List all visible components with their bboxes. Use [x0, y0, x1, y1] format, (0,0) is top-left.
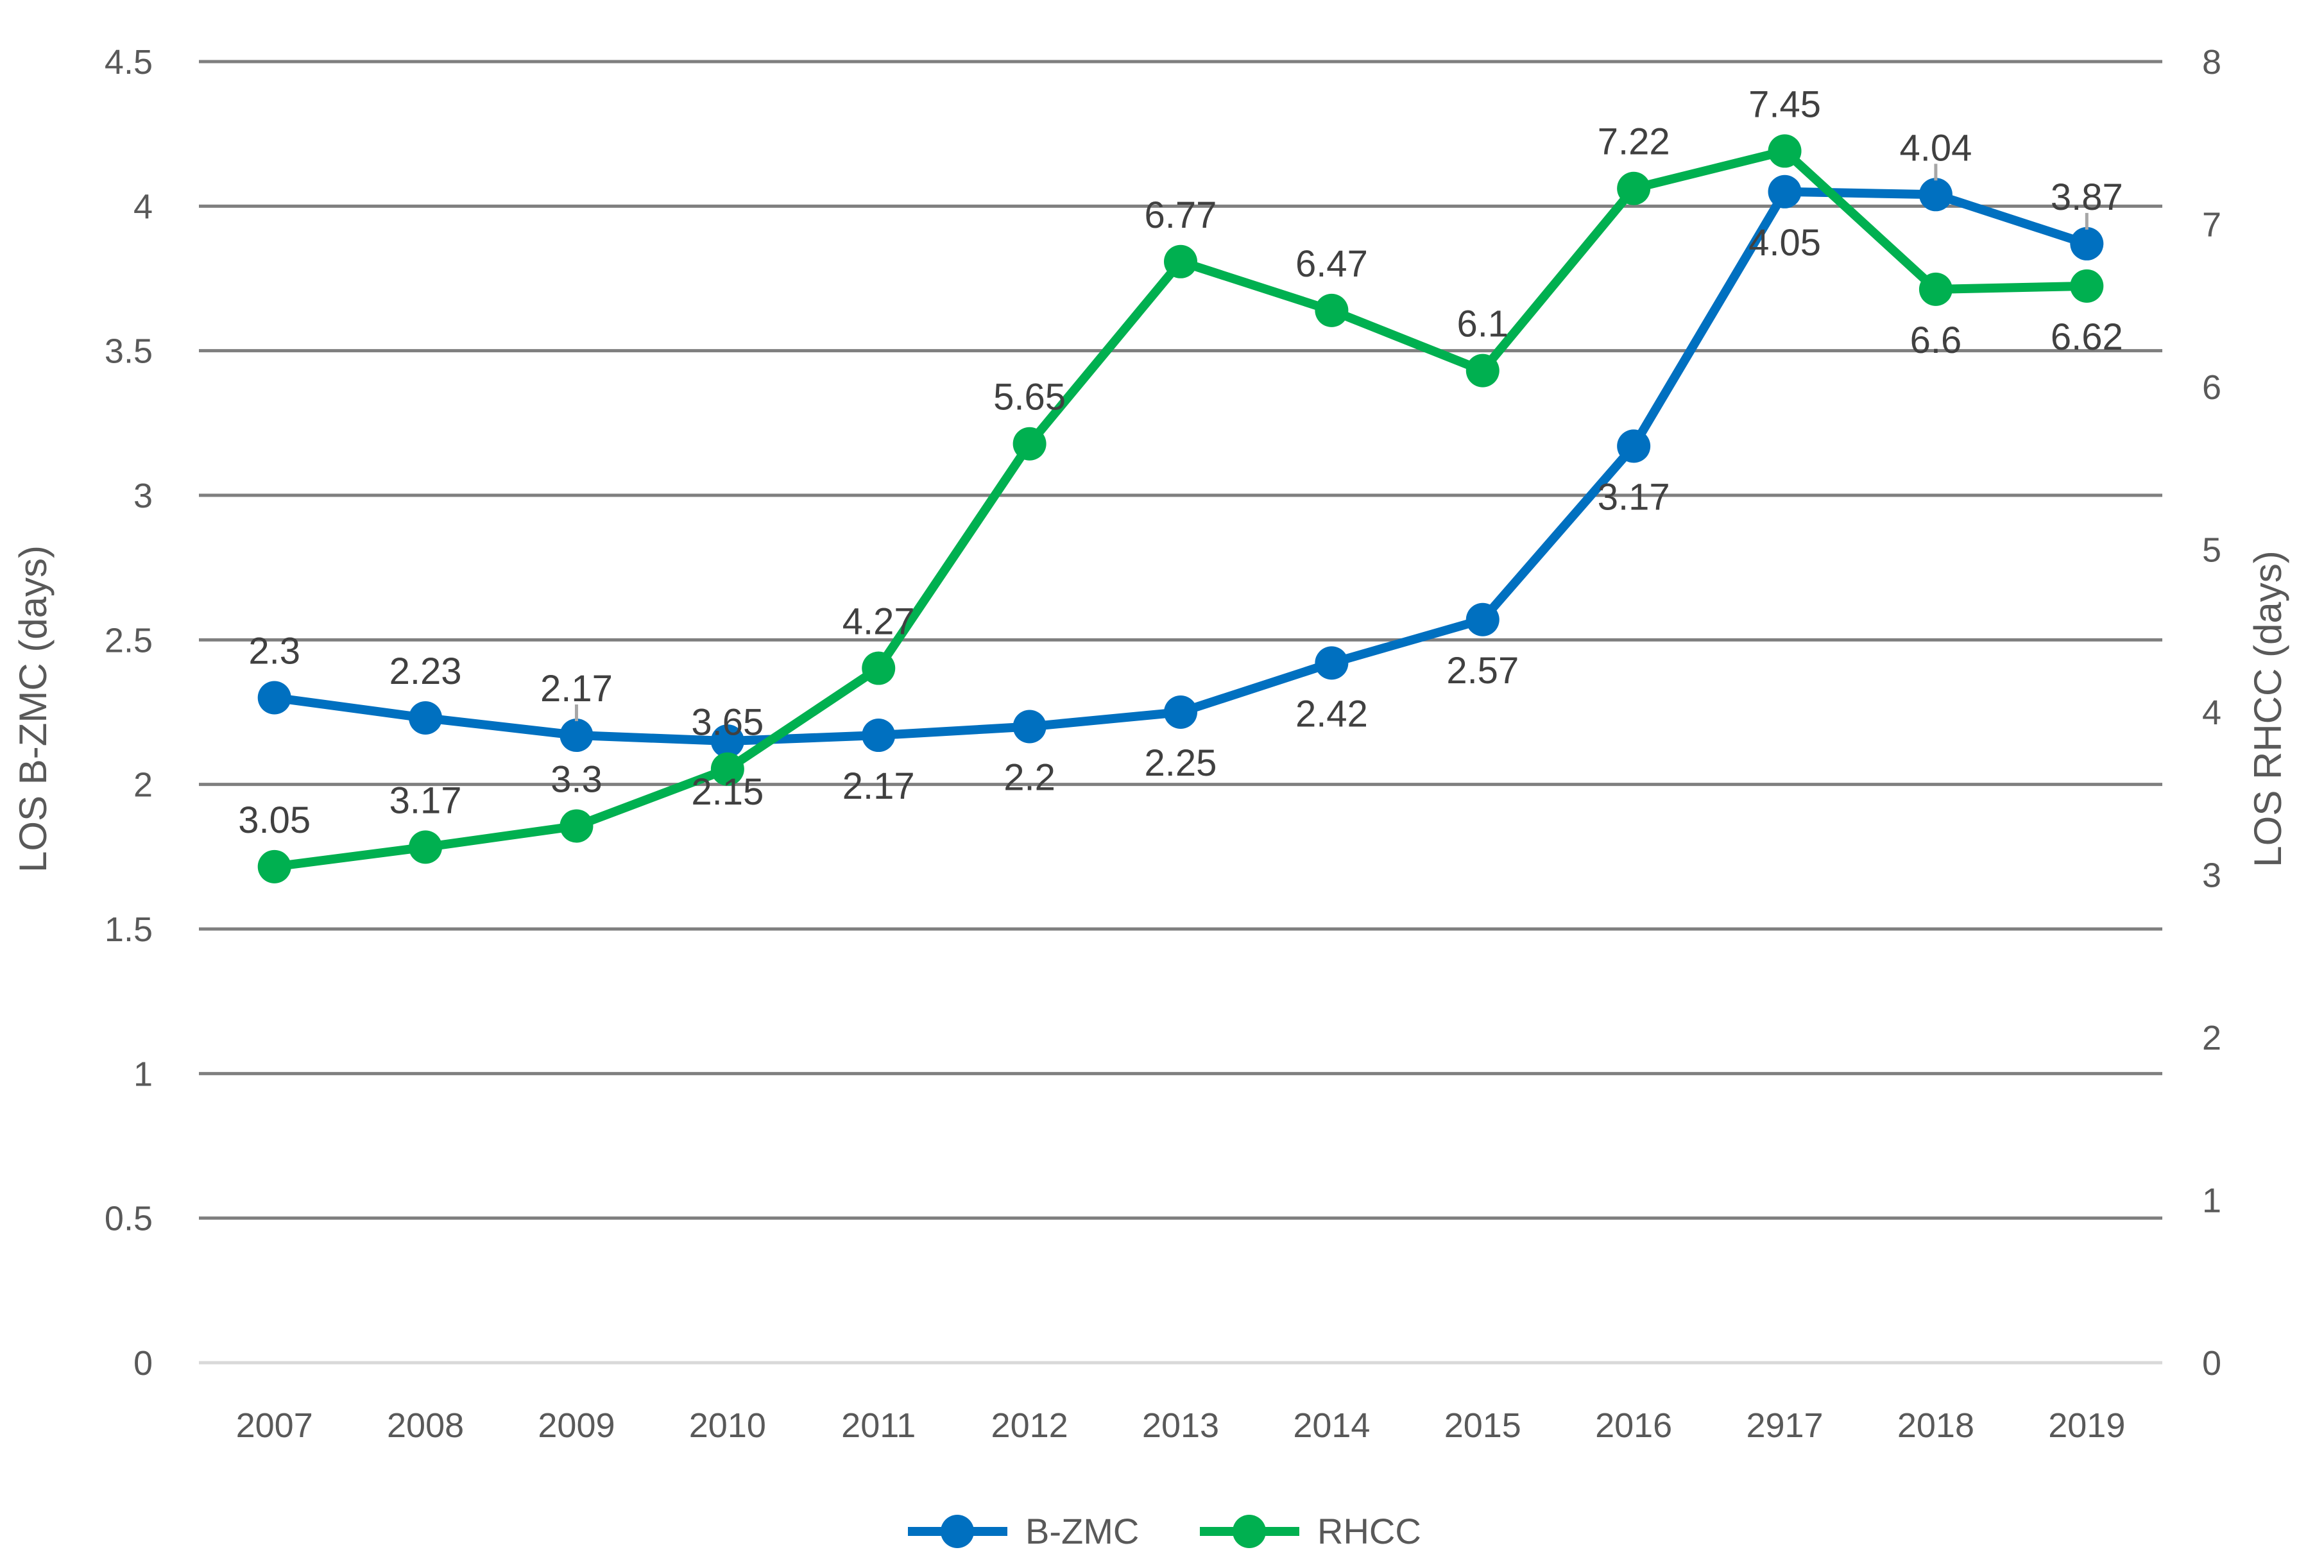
- data-point-rhcc: [409, 830, 443, 864]
- data-label-b-zmc: 3.87: [2051, 176, 2123, 218]
- data-point-rhcc: [560, 809, 594, 843]
- data-label-rhcc: 3.05: [238, 799, 311, 841]
- legend: B-ZMC RHCC: [908, 1511, 1421, 1551]
- right-axis-ticks: 0 1 2 3 4 5 6 7 8: [2202, 43, 2221, 1383]
- data-label-rhcc: 6.77: [1145, 194, 1217, 236]
- data-point-b-zmc: [1164, 695, 1197, 729]
- data-point-b-zmc: [1768, 175, 1802, 209]
- x-tick-label: 2014: [1293, 1406, 1370, 1445]
- right-tick-label: 6: [2202, 368, 2221, 407]
- left-axis-ticks: 0 0.5 1 1.5 2 2.5 3 3.5 4 4.5: [105, 43, 153, 1383]
- data-label-b-zmc: 2.57: [1446, 650, 1519, 692]
- data-point-b-zmc: [560, 719, 594, 753]
- right-axis-title: LOS RHCC (days): [2246, 550, 2289, 867]
- data-label-rhcc: 3.3: [551, 758, 602, 800]
- data-label-b-zmc: 2.3: [248, 630, 300, 672]
- right-tick-label: 2: [2202, 1019, 2221, 1057]
- data-label-b-zmc: 2.42: [1295, 693, 1368, 735]
- left-tick-label: 1.5: [105, 910, 153, 949]
- left-tick-label: 0.5: [105, 1200, 153, 1238]
- left-tick-label: 3.5: [105, 332, 153, 371]
- data-point-rhcc: [710, 752, 744, 786]
- right-tick-label: 7: [2202, 206, 2221, 244]
- legend-b-zmc-marker: [941, 1515, 974, 1548]
- x-tick-label: 2012: [991, 1406, 1068, 1445]
- x-tick-label: 2009: [538, 1406, 615, 1445]
- data-label-b-zmc: 2.2: [1004, 757, 1055, 799]
- data-label-rhcc: 6.47: [1295, 243, 1368, 285]
- data-label-rhcc: 3.65: [691, 702, 764, 744]
- left-tick-label: 0: [133, 1344, 153, 1383]
- legend-rhcc-label: RHCC: [1317, 1511, 1421, 1551]
- data-label-rhcc: 6.1: [1457, 303, 1508, 345]
- right-tick-label: 8: [2202, 43, 2221, 81]
- data-label-rhcc: 6.6: [1910, 320, 1962, 361]
- left-tick-label: 4: [133, 187, 153, 226]
- right-tick-label: 1: [2202, 1182, 2221, 1220]
- data-label-rhcc: 4.27: [842, 601, 915, 643]
- x-tick-label: 2011: [841, 1406, 916, 1445]
- data-label-rhcc: 7.22: [1598, 121, 1670, 163]
- legend-b-zmc-label: B-ZMC: [1025, 1511, 1139, 1551]
- right-tick-label: 3: [2202, 856, 2221, 895]
- right-tick-label: 5: [2202, 531, 2221, 570]
- data-label-b-zmc: 2.17: [540, 668, 613, 710]
- left-tick-label: 2.5: [105, 621, 153, 660]
- data-point-b-zmc: [1918, 178, 1952, 212]
- data-point-rhcc: [1164, 244, 1197, 278]
- data-point-b-zmc: [1465, 602, 1499, 636]
- x-tick-label: 2019: [2048, 1406, 2125, 1445]
- data-point-rhcc: [1012, 427, 1047, 461]
- x-tick-label: 2015: [1444, 1406, 1521, 1445]
- legend-rhcc-marker: [1233, 1515, 1266, 1548]
- x-tick-label: 2917: [1746, 1406, 1823, 1445]
- x-axis-ticks: 2007 2008 2009 2010 2011 2012 2013 2014 2015 2016…: [236, 1406, 2126, 1445]
- data-label-b-zmc: 2.15: [691, 771, 764, 813]
- x-tick-label: 2010: [689, 1406, 766, 1445]
- data-label-rhcc: 7.45: [1748, 83, 1821, 125]
- data-label-b-zmc: 4.04: [1899, 127, 1972, 169]
- data-point-b-zmc: [409, 701, 443, 735]
- x-tick-label: 2016: [1595, 1406, 1672, 1445]
- data-point-b-zmc: [1617, 429, 1651, 463]
- data-label-b-zmc: 4.05: [1748, 222, 1821, 264]
- right-tick-label: 4: [2202, 694, 2221, 732]
- data-label-b-zmc: 2.25: [1145, 742, 1217, 784]
- data-point-rhcc: [862, 651, 896, 685]
- data-label-rhcc: 5.65: [993, 377, 1066, 418]
- left-tick-label: 3: [133, 477, 153, 515]
- series-lines: [257, 134, 2104, 883]
- x-tick-label: 2018: [1897, 1406, 1974, 1445]
- gridlines: [199, 60, 2162, 1365]
- data-point-b-zmc: [710, 724, 744, 758]
- x-tick-label: 2008: [387, 1406, 464, 1445]
- x-tick-label: 2007: [236, 1406, 313, 1445]
- data-point-rhcc: [1617, 171, 1651, 205]
- data-point-rhcc: [2070, 269, 2104, 303]
- data-point-b-zmc: [1315, 646, 1349, 680]
- data-point-b-zmc: [1012, 710, 1047, 744]
- data-label-b-zmc: 2.23: [389, 651, 462, 692]
- data-label-rhcc: 6.62: [2051, 316, 2123, 358]
- x-tick-label: 2013: [1142, 1406, 1219, 1445]
- data-point-rhcc: [1465, 354, 1499, 388]
- data-point-rhcc: [257, 849, 291, 883]
- data-point-rhcc: [1768, 134, 1802, 168]
- data-point-b-zmc: [862, 719, 896, 753]
- data-label-b-zmc: 2.17: [842, 765, 915, 807]
- left-tick-label: 4.5: [105, 43, 153, 81]
- data-point-rhcc: [1315, 293, 1349, 327]
- data-label-b-zmc: 3.17: [1598, 476, 1670, 518]
- right-tick-label: 0: [2202, 1344, 2221, 1383]
- left-tick-label: 1: [133, 1055, 153, 1093]
- data-labels: 2.3 2.23 2.17 2.15 2.17 2.2 2.25 2.42 2.57 3.17 4.…: [238, 83, 2123, 840]
- data-point-b-zmc: [257, 681, 291, 715]
- data-point-b-zmc: [2070, 226, 2104, 260]
- left-tick-label: 2: [133, 766, 153, 805]
- left-axis-title: LOS B-ZMC (days): [12, 545, 55, 873]
- data-point-rhcc: [1918, 272, 1952, 306]
- data-label-rhcc: 3.17: [389, 780, 462, 821]
